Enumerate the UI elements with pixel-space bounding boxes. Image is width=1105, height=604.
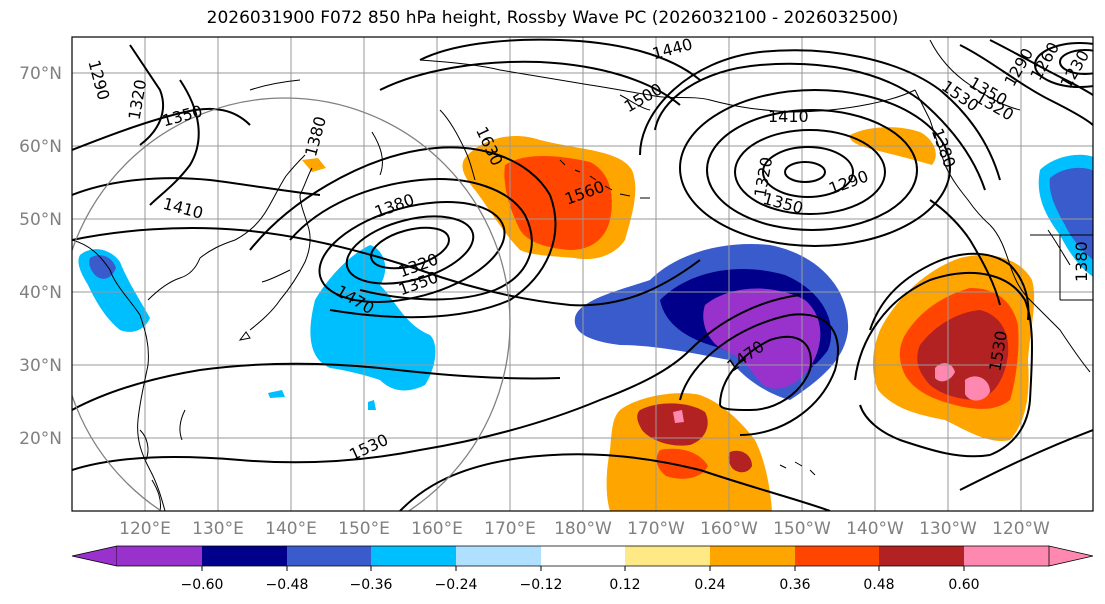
positive-anomaly-hawaii bbox=[606, 393, 772, 511]
lat-label: 60°N bbox=[19, 137, 62, 157]
contour-label: 1410 bbox=[768, 107, 809, 126]
colorbar-min-extend bbox=[71, 545, 118, 567]
reference-circle bbox=[72, 97, 511, 511]
colorbar-tick-label: 0.24 bbox=[694, 577, 725, 593]
lat-label: 30°N bbox=[19, 356, 62, 376]
lon-label: 150°E bbox=[338, 519, 390, 539]
lat-label: 40°N bbox=[19, 283, 62, 303]
lon-label: 130°W bbox=[919, 519, 977, 539]
positive-anomaly-kamchatka-bering bbox=[462, 136, 636, 260]
lon-label: 150°W bbox=[773, 519, 831, 539]
lat-label: 70°N bbox=[19, 64, 62, 84]
colorbar-tick-label: 0.48 bbox=[863, 577, 894, 593]
colorbar-swatch bbox=[202, 546, 287, 566]
colorbar: −0.60 −0.48 −0.36 −0.24 −0.12 0.12 0.24 … bbox=[71, 545, 1094, 593]
latitude-labels: 70°N 60°N 50°N 40°N 30°N 20°N bbox=[19, 64, 62, 449]
colorbar-swatch bbox=[456, 546, 541, 566]
negative-anomaly-japan-south bbox=[268, 245, 436, 410]
lon-label: 160°W bbox=[700, 519, 758, 539]
longitude-labels: 120°E 130°E 140°E 150°E 160°E 170°E 180°… bbox=[119, 519, 1050, 539]
colorbar-max-extend bbox=[1048, 545, 1094, 567]
colorbar-swatch bbox=[287, 546, 371, 566]
lon-label: 130°E bbox=[192, 519, 244, 539]
negative-anomaly-northeast-pacific bbox=[1038, 154, 1093, 277]
colorbar-tick-label: −0.12 bbox=[520, 577, 563, 593]
positive-anomaly-northeast-pacific-south bbox=[872, 254, 1035, 441]
colorbar-swatch bbox=[541, 546, 625, 566]
colorbar-tick-label: −0.36 bbox=[350, 577, 393, 593]
colorbar-tick-label: 0.12 bbox=[609, 577, 640, 593]
colorbar-swatch bbox=[964, 546, 1049, 566]
lon-label: 120°E bbox=[119, 519, 171, 539]
colorbar-swatch bbox=[795, 546, 879, 566]
colorbar-tick-label: −0.24 bbox=[435, 577, 478, 593]
map-title: 2026031900 F072 850 hPa height, Rossby W… bbox=[206, 8, 899, 28]
negative-anomaly-china bbox=[78, 249, 150, 332]
colorbar-tick-label: −0.48 bbox=[266, 577, 309, 593]
colorbar-swatch bbox=[625, 546, 710, 566]
lat-label: 50°N bbox=[19, 210, 62, 230]
lon-label: 140°E bbox=[265, 519, 317, 539]
contour-label: 1380 bbox=[1072, 241, 1091, 282]
lon-label: 170°E bbox=[484, 519, 536, 539]
colorbar-swatch bbox=[879, 546, 964, 566]
height-contours bbox=[72, 38, 1093, 511]
colorbar-swatch bbox=[710, 546, 795, 566]
coastlines bbox=[72, 39, 1093, 511]
lon-label: 170°W bbox=[627, 519, 685, 539]
lon-label: 120°W bbox=[992, 519, 1050, 539]
colorbar-tick-label: 0.36 bbox=[779, 577, 810, 593]
colorbar-swatch bbox=[371, 546, 456, 566]
lon-label: 140°W bbox=[846, 519, 904, 539]
colorbar-tick-label: −0.60 bbox=[181, 577, 224, 593]
map-frame bbox=[71, 36, 1094, 512]
colorbar-swatch bbox=[117, 546, 202, 566]
lon-label: 160°E bbox=[411, 519, 463, 539]
lat-label: 20°N bbox=[19, 429, 62, 449]
lon-label: 180°W bbox=[554, 519, 612, 539]
colorbar-tick-label: 0.60 bbox=[948, 577, 979, 593]
